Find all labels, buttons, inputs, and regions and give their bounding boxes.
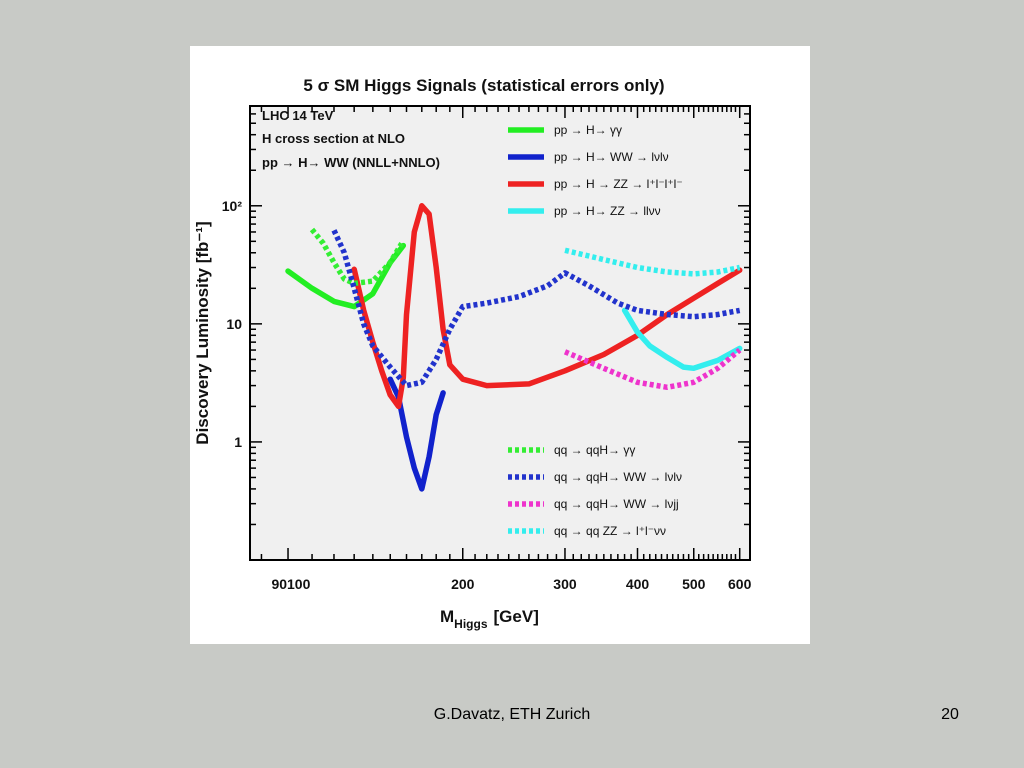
legend-label: pp → H→ ZZ → llνν	[554, 204, 661, 218]
x-tick-label: 300	[553, 576, 577, 592]
higgs-discovery-chart: 5 σ SM Higgs Signals (statistical errors…	[193, 76, 752, 631]
info-line-cross-section: H cross section at NLO	[262, 131, 405, 146]
y-tick-label: 10²	[222, 198, 243, 214]
legend-label: pp → H→ WW → lνlν	[554, 150, 669, 164]
series-line-6	[563, 347, 742, 391]
series-line-7	[564, 247, 741, 277]
x-axis-label: MHiggs [GeV]	[440, 607, 539, 631]
legend-label: qq → qq ZZ → l⁺l⁻νν	[554, 524, 666, 538]
x-tick-label: 600	[728, 576, 752, 592]
x-tick-label: 400	[626, 576, 650, 592]
legend-label: qq → qqH→ γγ	[554, 443, 635, 457]
legend-bottom: qq → qqH→ γγ qq → qqH→ WW → lνlν qq → qqH→…	[508, 443, 682, 538]
legend-top: pp → H→ γγ pp → H→ WW → lνlν pp → H → ZZ →…	[508, 123, 683, 218]
series-line-5	[331, 229, 741, 389]
series-line-4	[309, 227, 405, 287]
x-axis-label-unit: [GeV]	[494, 607, 539, 626]
x-axis-label-subscript: Higgs	[454, 617, 488, 631]
series-line-3	[621, 307, 743, 372]
footer-author: G.Davatz, ETH Zurich	[433, 706, 591, 723]
series-line-2	[351, 203, 743, 410]
x-axis-label-main: M	[440, 607, 454, 626]
legend-label: pp → H→ γγ	[554, 123, 622, 137]
info-box: LHC 14 TeV H cross section at NLO pp → H…	[262, 108, 440, 170]
chart-title: 5 σ SM Higgs Signals (statistical errors…	[303, 76, 664, 95]
series-layer	[285, 203, 743, 492]
legend-label: pp → H → ZZ → l⁺l⁻l⁺l⁻	[554, 177, 683, 191]
y-tick-label: 1	[234, 434, 242, 450]
x-tick-label: 90	[271, 576, 287, 592]
plot-area	[249, 105, 751, 561]
axis-ticks: 90 100 200 300 400 500 600 1 10 10²	[222, 105, 752, 592]
y-tick-label: 10	[226, 316, 242, 332]
x-tick-label: 500	[682, 576, 706, 592]
y-axis-label: Discovery Luminosity [fb⁻¹]	[193, 221, 212, 444]
slide-number: 20	[941, 706, 959, 723]
info-line-energy: LHC 14 TeV	[262, 108, 334, 123]
info-line-process: pp → H→ WW (NNLL+NNLO)	[262, 155, 440, 170]
figure-panel: 5 σ SM Higgs Signals (statistical errors…	[190, 46, 810, 644]
x-tick-label: 100	[287, 576, 311, 592]
x-tick-label: 200	[451, 576, 475, 592]
legend-label: qq → qqH→ WW → lνjj	[554, 497, 679, 511]
legend-label: qq → qqH→ WW → lνlν	[554, 470, 682, 484]
